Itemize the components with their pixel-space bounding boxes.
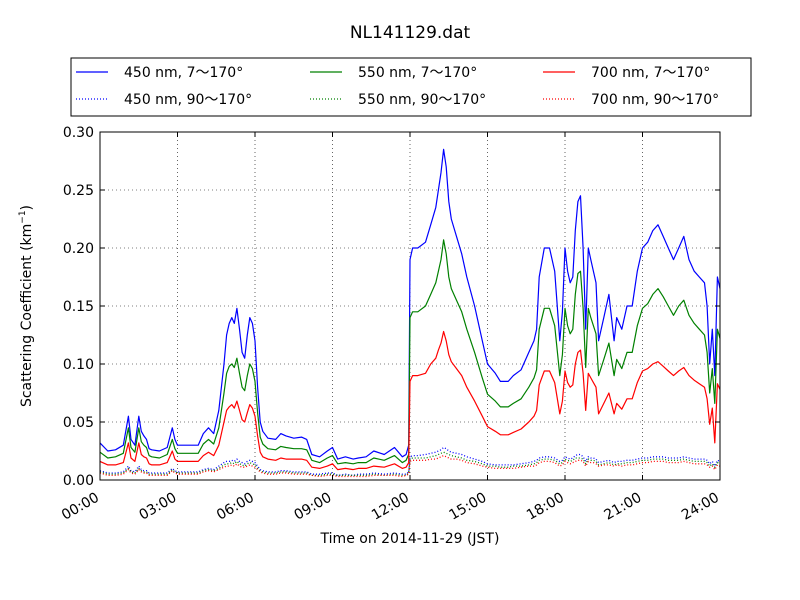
x-axis-label: Time on 2014-11-29 (JST)	[320, 531, 500, 547]
y-tick-label: 0.05	[63, 415, 94, 431]
legend-label: 550 nm, 7～170°	[358, 65, 477, 81]
axis-ticks	[99, 131, 721, 481]
legend-label: 550 nm, 90～170°	[358, 92, 486, 108]
legend-entries: 450 nm, 7～170° 550 nm, 7～170° 700 nm, 7～17…	[76, 65, 719, 108]
legend: 450 nm, 7～170° 550 nm, 7～170° 700 nm, 7～17…	[70, 57, 752, 117]
y-tick-label: 0.30	[63, 125, 94, 141]
legend-label: 450 nm, 90～170°	[124, 92, 252, 108]
y-axis-label: Scattering Coefficient (km−1)	[18, 205, 35, 407]
series-line-4	[99, 451, 721, 477]
legend-label: 700 nm, 90～170°	[591, 92, 719, 108]
y-tick-labels: 0.00 0.05 0.10 0.15 0.20 0.25 0.30	[63, 125, 94, 489]
series-line-5	[99, 454, 721, 478]
y-tick-label: 0.10	[63, 357, 94, 373]
data-series	[99, 148, 721, 478]
series-line-0	[99, 148, 721, 460]
y-tick-label: 0.15	[63, 299, 94, 315]
y-tick-label: 0.00	[63, 473, 94, 489]
grid-lines	[100, 132, 720, 480]
series-line-2	[99, 330, 721, 471]
legend-label: 700 nm, 7～170°	[591, 65, 710, 81]
y-tick-label: 0.25	[63, 183, 94, 199]
series-line-1	[99, 239, 721, 465]
plot-area	[99, 131, 721, 481]
y-tick-label: 0.20	[63, 241, 94, 257]
y-axis-label-tail: )	[19, 205, 35, 210]
legend-box	[70, 57, 752, 117]
y-axis-label-superscript: −1	[18, 210, 28, 223]
series-line-3	[99, 446, 721, 477]
y-axis-label-main: Scattering Coefficient (km	[19, 224, 35, 407]
chart-title: NL141129.dat	[350, 23, 471, 43]
legend-label: 450 nm, 7～170°	[124, 65, 243, 81]
